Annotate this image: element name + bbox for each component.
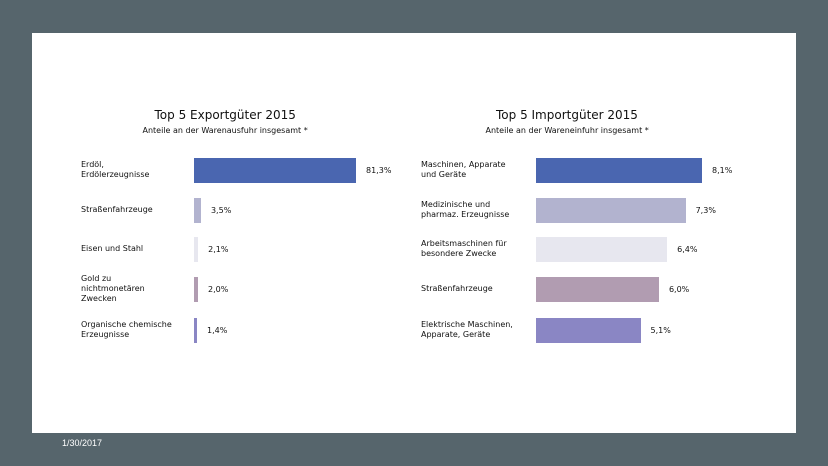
import-bar [536,317,641,343]
import-bar [536,197,686,223]
export-category-label: Eisen und Stahl [81,244,144,253]
export-chart-subtitle: Anteile an der Warenausfuhr insgesamt * [142,126,308,135]
import-category-label: Straßenfahrzeuge [421,284,493,293]
export-bar [194,197,201,223]
import-chart-title: Top 5 Importgüter 2015 [496,108,638,122]
import-value-label: 5,1% [650,325,671,335]
export-value-label: 2,1% [208,244,229,254]
export-chart-title: Top 5 Exportgüter 2015 [154,108,296,122]
import-bar [536,157,702,183]
export-value-label: 3,5% [210,205,232,215]
import-bar [536,276,659,302]
export-category-label: Gold zu nichtmonetären Zwecken [81,274,145,303]
import-chart-subtitle: Anteile an der Wareneinfuhr insgesamt * [485,126,649,135]
import-value-label: 6,4% [677,244,698,254]
import-value-label: 7,3% [695,205,716,215]
export-value-label: 1,4% [207,325,228,335]
import-category-label: Elektrische Maschinen, Apparate, Geräte [421,320,513,339]
export-bar [194,317,197,343]
export-bar [194,236,199,262]
export-bar [194,276,198,302]
import-value-label: 8,1% [712,165,733,175]
import-category-label: Maschinen, Apparate und Geräte [421,160,506,179]
import-category-label: Medizinische und pharmaz. Erzeugnisse [421,200,510,219]
export-category-label: Straßenfahrzeuge [81,205,153,214]
export-value-label: 2,0% [207,284,229,294]
export-category-label: Erdöl, Erdölerzeugnisse [81,160,150,179]
import-bar [536,236,668,262]
export-value-label: 81,3% [366,165,392,175]
import-value-label: 6,0% [668,284,690,294]
footer-date: 1/30/2017 [62,438,103,448]
import-category-label: Arbeitsmaschinen für besondere Zwecke [421,239,507,258]
export-bar [194,157,356,183]
slide [32,33,796,433]
export-category-label: Organische chemische Erzeugnisse [81,320,172,339]
